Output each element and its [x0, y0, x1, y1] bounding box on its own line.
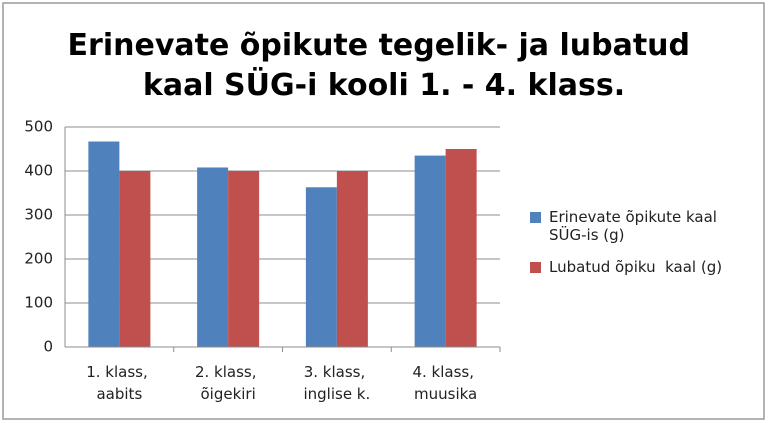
y-tick-label: 200 [24, 250, 53, 268]
bar [414, 155, 446, 347]
bar [119, 171, 151, 347]
bar [445, 149, 477, 347]
legend-swatch [530, 262, 541, 273]
x-tick-label: 2. klass, õigekiri [195, 363, 261, 403]
bar [336, 171, 368, 347]
x-tick-label: 1. klass, aabits [86, 363, 152, 403]
y-tick-label: 500 [24, 118, 53, 136]
legend: Erinevate õpikute kaal SÜG-is (g) Lubatud… [530, 208, 750, 290]
bar [228, 171, 260, 347]
y-tick-label: 100 [24, 294, 53, 312]
legend-swatch [530, 212, 541, 223]
y-tick-label: 400 [24, 162, 53, 180]
legend-label: Erinevate õpikute kaal SÜG-is (g) [549, 208, 722, 244]
legend-item: Lubatud õpiku kaal (g) [530, 258, 750, 276]
bar [197, 167, 229, 347]
legend-label: Lubatud õpiku kaal (g) [549, 258, 723, 276]
x-tick-label: 3. klass, inglise k. [303, 363, 370, 403]
legend-item: Erinevate õpikute kaal SÜG-is (g) [530, 208, 750, 244]
y-tick-label: 0 [43, 338, 53, 356]
x-tick-label: 4. klass, muusika [412, 363, 478, 403]
chart-title: Erinevate õpikute tegelik- ja lubatud ka… [68, 28, 701, 103]
bar [88, 141, 120, 347]
bar [305, 187, 337, 347]
y-tick-label: 300 [24, 206, 53, 224]
